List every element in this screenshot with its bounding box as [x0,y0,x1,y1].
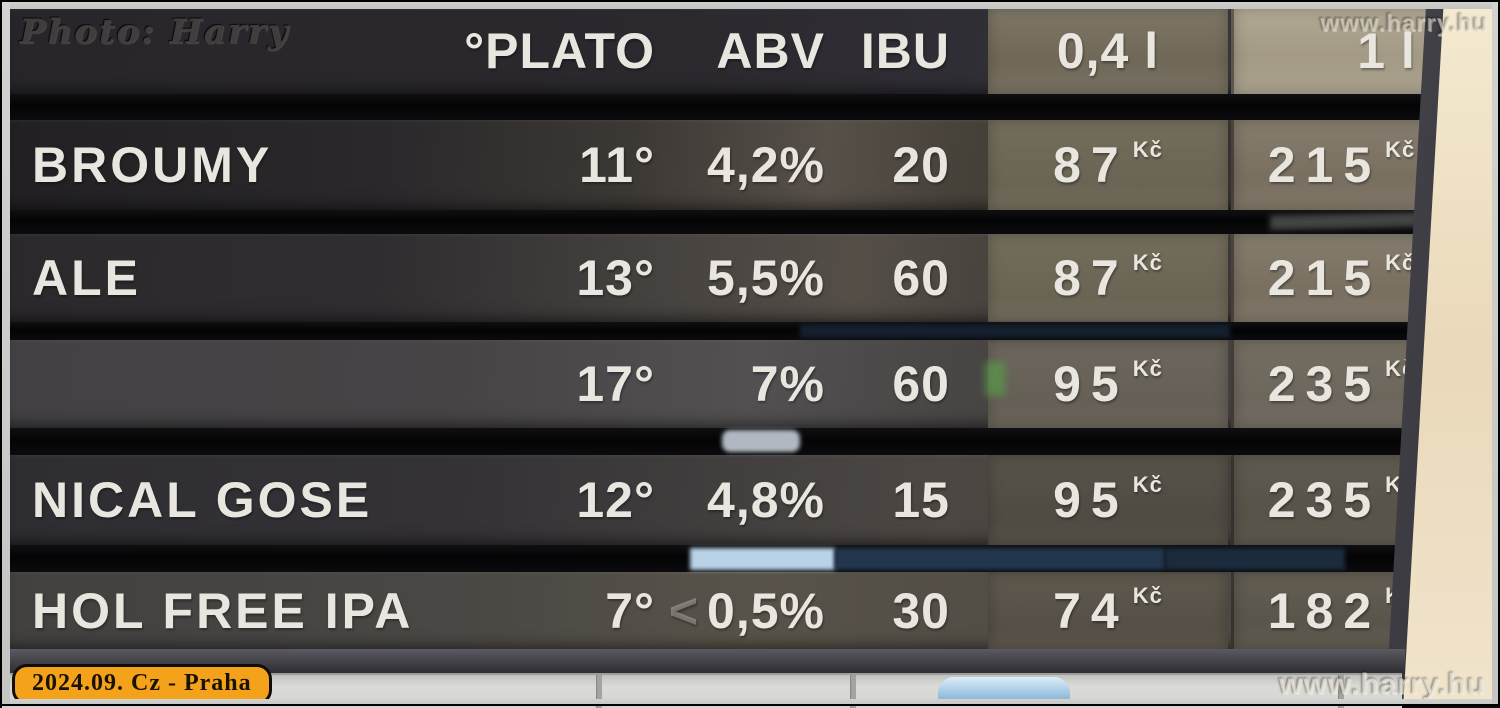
currency-label: Kč [1132,356,1163,381]
beer-name: ALE [32,250,141,306]
abv-value: 5,5% [650,249,825,307]
slat-gap [10,322,1492,340]
price-large-value: 215 [1267,250,1382,306]
menu-row-unnamed: 17° 7% 60 95 Kč 235 Kč [10,340,1492,428]
abv-number: 4,8% [707,472,825,528]
price-small-value: 87 [1053,137,1129,193]
menu-row-ale: ALE 13° 5,5% 60 87 Kč 215 Kč [10,234,1492,322]
slat-gap [10,545,1492,572]
volume-large-label: 1 l [1357,23,1416,79]
currency-label: Kč [1132,583,1163,608]
header-abv-label: ABV [716,23,825,79]
abv-value: 4,8% [650,471,825,529]
currency-label: Kč [1132,472,1163,497]
volume-small-label: 0,4 l [1056,23,1160,79]
price-small-plate: 95 Kč [988,455,1228,545]
price-small-value: 95 [1053,472,1129,528]
beer-name: HOL FREE IPA [32,583,414,639]
price-small-plate: 87 Kč [988,120,1228,210]
price-large-value: 235 [1267,472,1382,528]
photo-frame-right [1492,0,1500,706]
abv-value: 4,2% [650,136,825,194]
price-small-plate: 74 Kč [988,572,1228,650]
plato-value: 13° [576,250,655,306]
price-large-value: 235 [1267,356,1382,412]
abv-value: 7% [650,355,825,413]
price-small-plate: 87 Kč [988,234,1228,322]
board-header-row: °PLATO ABV IBU 0,4 l 1 l [10,8,1492,94]
ibu-value: 15 [892,472,950,528]
plato-value: 11° [579,137,655,193]
price-small-value: 74 [1053,583,1129,639]
beer-name: BROUMY [32,137,273,193]
plato-value: 7° [605,583,655,639]
menu-row-broumy: BROUMY 11° 4,2% 20 87 Kč 215 Kč [10,120,1492,210]
ibu-value: 60 [892,250,950,306]
slat-gap [10,94,1492,120]
tile-grout-line [850,675,856,708]
abv-number: 7% [750,356,825,412]
header-ibu-label: IBU [860,23,950,79]
abv-number: 4,2% [707,137,825,193]
header-volume-small-plate: 0,4 l [988,8,1228,94]
ibu-value: 20 [892,137,950,193]
ibu-value: 60 [892,356,950,412]
header-plato-label: °PLATO [464,23,655,79]
photo-frame-bottom [0,699,1500,706]
price-small-value: 95 [1053,356,1129,412]
currency-label: Kč [1385,250,1416,275]
currency-label: Kč [1385,137,1416,162]
tile-grout-line [596,675,602,708]
price-small-value: 87 [1053,250,1129,306]
price-large-value: 182 [1267,583,1382,639]
price-large-plate: 215 Kč [1231,120,1449,210]
slat-gap [10,210,1492,234]
price-large-value: 215 [1267,137,1382,193]
price-small-plate: 95 Kč [988,340,1228,428]
header-volume-large-plate: 1 l [1231,8,1449,94]
date-location-badge: 2024.09. Cz - Praha [12,664,272,705]
ibu-value: 30 [892,583,950,639]
site-watermark-top: www.harry.hu [1319,10,1488,37]
plato-value: 12° [576,472,655,528]
plato-value: 17° [576,356,655,412]
photo-frame-top [0,0,1500,9]
site-watermark-bottom: www.harry.hu [1278,668,1486,701]
abv-number: 0,5% [707,583,825,639]
currency-label: Kč [1132,250,1163,275]
less-than-prefix: < [668,583,700,639]
photo-frame-left [0,0,10,706]
tile-grout-line [1338,675,1344,708]
slat-gap [10,428,1492,455]
beer-name: NICAL GOSE [32,472,373,528]
currency-label: Kč [1132,137,1163,162]
abv-number: 5,5% [707,250,825,306]
abv-value: <0,5% [650,582,825,640]
photo-credit-watermark: Photo: Harry [20,12,290,52]
